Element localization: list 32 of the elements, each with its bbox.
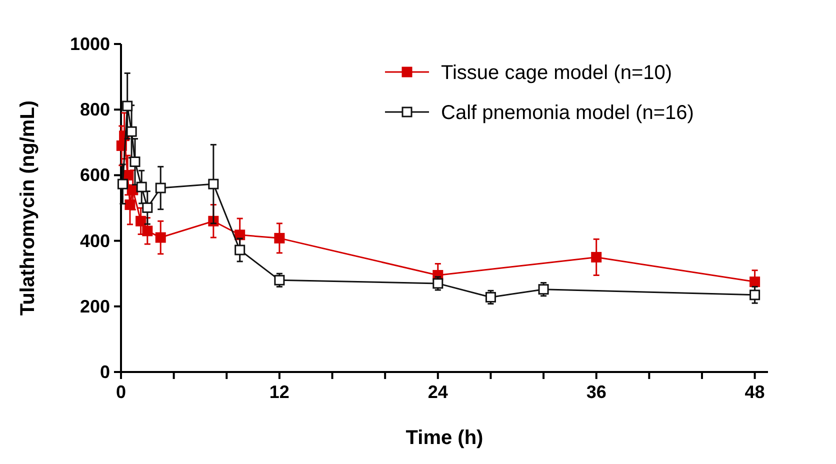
- x-tick-label: 0: [116, 382, 126, 402]
- y-tick-label: 0: [100, 362, 110, 382]
- legend-label: Calf pnemonia model (n=16): [441, 102, 694, 124]
- point: [432, 278, 444, 289]
- point: [591, 252, 602, 262]
- point: [142, 226, 153, 236]
- point: [234, 244, 246, 256]
- x-tick-label: 36: [586, 382, 606, 402]
- point: [155, 182, 166, 194]
- point: [538, 284, 549, 295]
- point: [136, 216, 146, 226]
- point: [274, 274, 285, 286]
- x-tick-label: 48: [744, 382, 765, 402]
- y-tick-label: 200: [80, 296, 110, 316]
- point: [485, 292, 496, 302]
- x-tick-label: 12: [269, 382, 290, 402]
- point: [136, 182, 147, 192]
- point: [208, 178, 219, 190]
- y-tick-label: 400: [80, 230, 110, 251]
- point: [155, 232, 166, 243]
- point: [750, 290, 760, 300]
- y-tick-label: 1000: [70, 34, 110, 54]
- y-tick-label: 800: [80, 100, 110, 120]
- y-axis-title: Tulathromycin (ng/mL): [17, 100, 39, 316]
- point: [274, 232, 285, 244]
- point: [117, 178, 128, 190]
- point: [142, 202, 153, 213]
- x-tick-label: 24: [428, 382, 448, 402]
- legend-label: Tissue cage model (n=10): [441, 62, 672, 84]
- y-tick-label: 600: [80, 165, 110, 186]
- x-axis-title: Time (h): [406, 427, 484, 449]
- point: [126, 126, 137, 137]
